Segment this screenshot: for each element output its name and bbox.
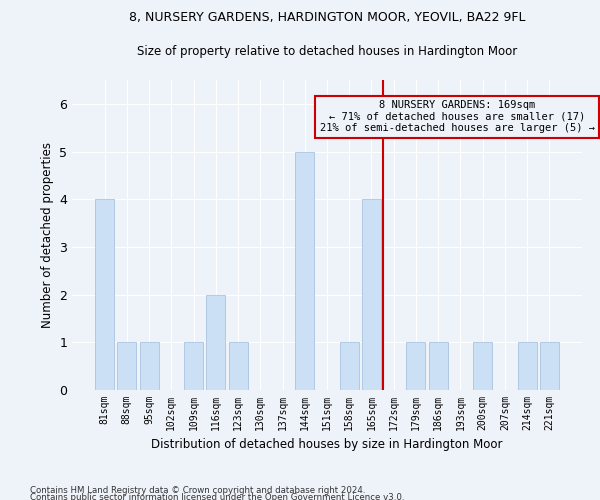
Text: Size of property relative to detached houses in Hardington Moor: Size of property relative to detached ho…: [137, 46, 517, 59]
Bar: [540, 342, 559, 390]
Bar: [95, 199, 114, 390]
Bar: [362, 199, 381, 390]
Bar: [429, 342, 448, 390]
Bar: [295, 152, 314, 390]
Bar: [406, 342, 425, 390]
Bar: [340, 342, 359, 390]
Bar: [229, 342, 248, 390]
Text: 8, NURSERY GARDENS, HARDINGTON MOOR, YEOVIL, BA22 9FL: 8, NURSERY GARDENS, HARDINGTON MOOR, YEO…: [129, 11, 525, 24]
Text: Contains HM Land Registry data © Crown copyright and database right 2024.: Contains HM Land Registry data © Crown c…: [30, 486, 365, 495]
Bar: [473, 342, 492, 390]
X-axis label: Distribution of detached houses by size in Hardington Moor: Distribution of detached houses by size …: [151, 438, 503, 452]
Bar: [140, 342, 158, 390]
Bar: [118, 342, 136, 390]
Y-axis label: Number of detached properties: Number of detached properties: [41, 142, 53, 328]
Bar: [184, 342, 203, 390]
Bar: [518, 342, 536, 390]
Text: Contains public sector information licensed under the Open Government Licence v3: Contains public sector information licen…: [30, 494, 404, 500]
Text: 8 NURSERY GARDENS: 169sqm
← 71% of detached houses are smaller (17)
21% of semi-: 8 NURSERY GARDENS: 169sqm ← 71% of detac…: [320, 100, 595, 134]
Bar: [206, 294, 225, 390]
